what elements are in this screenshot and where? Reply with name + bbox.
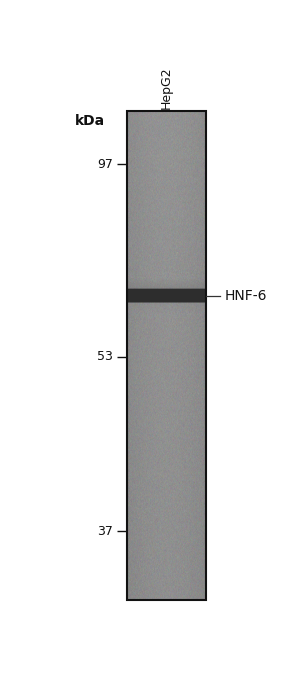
Bar xyxy=(127,111,206,600)
Text: 97: 97 xyxy=(97,158,113,171)
Text: 53: 53 xyxy=(97,351,113,364)
Text: HNF-6: HNF-6 xyxy=(225,289,268,303)
Text: 37: 37 xyxy=(97,525,113,538)
Text: kDa: kDa xyxy=(75,114,105,128)
Text: HepG2: HepG2 xyxy=(160,66,173,109)
